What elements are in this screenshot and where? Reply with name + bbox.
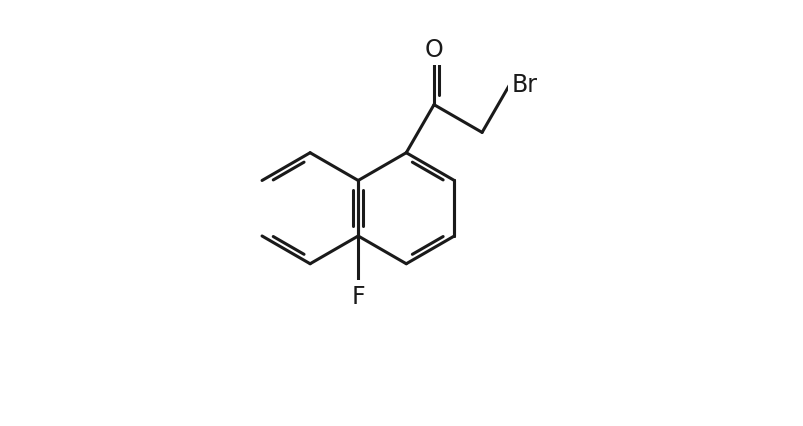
Text: F: F bbox=[351, 284, 365, 308]
Text: O: O bbox=[424, 38, 442, 62]
Text: F: F bbox=[351, 284, 365, 308]
Text: Br: Br bbox=[512, 73, 537, 97]
Text: O: O bbox=[424, 38, 442, 62]
Text: Br: Br bbox=[512, 73, 537, 97]
